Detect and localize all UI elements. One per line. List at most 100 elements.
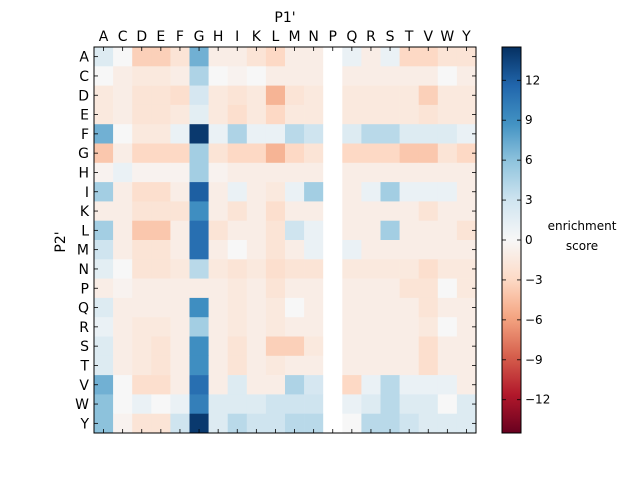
heatmap-cell [246, 162, 267, 183]
heatmap-cell [323, 317, 343, 337]
heatmap-cell [170, 355, 190, 376]
heatmap-cell [132, 47, 152, 67]
heatmap-cell [456, 182, 477, 202]
heatmap-cell [456, 220, 477, 241]
heatmap-cell [189, 394, 209, 414]
heatmap-cell [399, 162, 419, 183]
heatmap-cell [113, 355, 133, 376]
heatmap-cell [399, 278, 419, 299]
heatmap-cell [208, 413, 228, 434]
heatmap-cell [246, 85, 267, 106]
heatmap-cell [361, 336, 381, 357]
heatmap-cell [361, 162, 381, 183]
heatmap-cell [246, 124, 267, 144]
heatmap-cell [227, 47, 248, 67]
heatmap-cell [227, 162, 248, 183]
heatmap-cell [227, 143, 248, 164]
heatmap-cell [456, 201, 477, 221]
x-tick-label: Y [461, 29, 471, 45]
heatmap-cell [94, 375, 114, 395]
heatmap-cell [227, 66, 248, 86]
heatmap-cell [151, 104, 171, 125]
heatmap-cell [456, 240, 477, 260]
heatmap-cell [456, 143, 477, 164]
heatmap-cell [361, 124, 381, 144]
heatmap-cell [361, 297, 381, 318]
heatmap-cell [208, 297, 228, 318]
heatmap-cell [94, 394, 114, 414]
heatmap-cell [132, 104, 152, 125]
heatmap-cell [208, 124, 228, 144]
heatmap-cell [94, 220, 114, 241]
colorbar-tick-label: 9 [525, 113, 533, 127]
heatmap-cell [246, 240, 267, 260]
heatmap-cell [437, 201, 458, 221]
heatmap-cell [170, 66, 190, 86]
x-tick-label: M [289, 29, 301, 45]
heatmap-cell [265, 182, 286, 202]
heatmap-cell [342, 375, 362, 395]
heatmap-cell [342, 413, 362, 434]
heatmap-cell [227, 124, 248, 144]
heatmap-cell [132, 394, 152, 414]
heatmap-cell [418, 240, 439, 260]
heatmap-cell [380, 394, 400, 414]
heatmap-cell [380, 201, 400, 221]
heatmap-cell [246, 201, 267, 221]
heatmap-cell [380, 124, 400, 144]
plot-frame [93, 46, 477, 434]
heatmap-cell [323, 278, 343, 299]
heatmap-cell [265, 162, 286, 183]
heatmap-cell [285, 47, 305, 67]
heatmap-cell [151, 375, 171, 395]
heatmap-cell [399, 85, 419, 106]
x-tick-label: A [99, 29, 109, 45]
heatmap-cells [94, 47, 477, 434]
heatmap-cell [246, 66, 267, 86]
heatmap-cell [285, 336, 305, 357]
heatmap-cell [456, 413, 477, 434]
heatmap-cell [418, 124, 439, 144]
heatmap-cell [323, 143, 343, 164]
heatmap-cell [399, 124, 419, 144]
x-tick-label: D [136, 29, 147, 45]
heatmap-cell [227, 240, 248, 260]
heatmap-cell [418, 85, 439, 106]
heatmap-cell [265, 66, 286, 86]
heatmap-cell [94, 413, 114, 434]
heatmap-cell [285, 317, 305, 337]
heatmap-cell [399, 375, 419, 395]
heatmap-cell [227, 220, 248, 241]
heatmap-cell [285, 394, 305, 414]
heatmap-cell [380, 220, 400, 241]
heatmap-cell [361, 104, 381, 125]
heatmap-cell [208, 317, 228, 337]
heatmap-cell [456, 162, 477, 183]
heatmap-cell [304, 220, 324, 241]
heatmap-cell [189, 336, 209, 357]
heatmap-cell [342, 85, 362, 106]
heatmap-cell [323, 240, 343, 260]
heatmap-cell [418, 143, 439, 164]
heatmap-cell [437, 394, 458, 414]
heatmap-cell [437, 336, 458, 357]
heatmap-cell [246, 375, 267, 395]
heatmap-cell [380, 240, 400, 260]
heatmap-cell [246, 297, 267, 318]
heatmap-cell [437, 375, 458, 395]
heatmap-cell [304, 297, 324, 318]
heatmap-cell [342, 143, 362, 164]
heatmap-cell [304, 394, 324, 414]
heatmap-cell [94, 336, 114, 357]
heatmap-cell [323, 220, 343, 241]
heatmap-cell [285, 124, 305, 144]
heatmap-cell [342, 355, 362, 376]
heatmap-cell [132, 66, 152, 86]
heatmap-cell [113, 259, 133, 279]
heatmap-cell [361, 413, 381, 434]
heatmap-cell [361, 375, 381, 395]
heatmap-cell [304, 240, 324, 260]
y-tick-label: N [79, 262, 89, 278]
heatmap-cell [437, 259, 458, 279]
